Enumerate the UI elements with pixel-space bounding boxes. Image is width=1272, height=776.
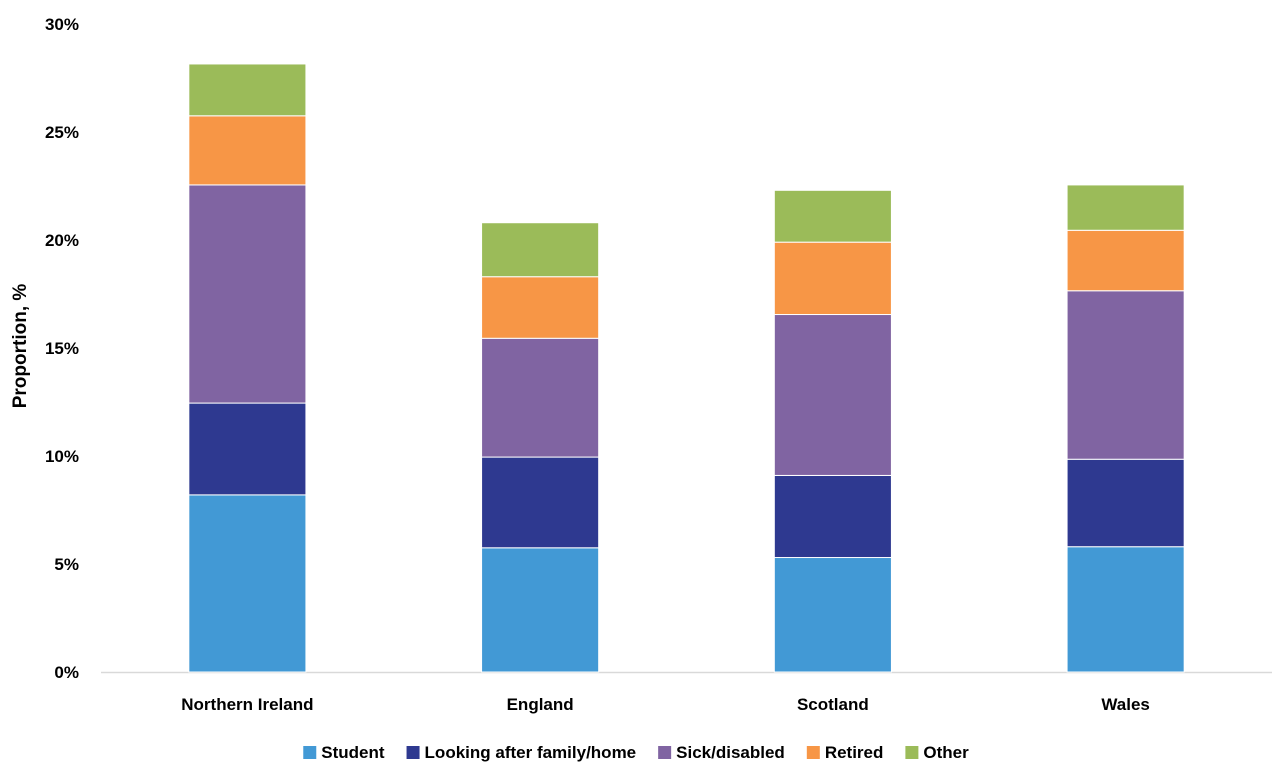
y-tick-label: 15%	[45, 339, 79, 358]
bar-segment	[481, 276, 600, 339]
legend-swatch	[658, 746, 672, 759]
legend-item: Retired	[806, 743, 884, 762]
bar-segment	[188, 63, 307, 117]
legend-label: Retired	[825, 743, 884, 762]
bar-segment	[481, 337, 600, 458]
bar-segment	[188, 184, 307, 404]
legend-swatch	[406, 746, 420, 759]
y-axis-title: Proportion, %	[10, 284, 31, 409]
y-tick-label: 10%	[45, 447, 79, 466]
bar-segment	[481, 456, 600, 549]
x-axis: Northern Ireland England Scotland Wales	[181, 695, 1150, 714]
bar-segment	[1066, 290, 1185, 460]
bar-segment	[773, 314, 892, 476]
bar-segment	[773, 474, 892, 559]
y-tick-label: 30%	[45, 15, 79, 34]
bar-area	[188, 63, 1185, 673]
y-tick-label: 0%	[54, 663, 79, 682]
legend-item: Other	[905, 743, 969, 762]
legend-swatch	[303, 746, 317, 759]
x-tick-label: Scotland	[797, 695, 869, 714]
legend-swatch	[806, 746, 820, 759]
legend-item: Student	[303, 743, 385, 762]
legend-label: Sick/disabled	[676, 743, 785, 762]
legend-item: Looking after family/home	[406, 743, 637, 762]
y-tick-label: 5%	[54, 555, 79, 574]
x-tick-label: England	[507, 695, 574, 714]
bar-segment	[188, 115, 307, 186]
bar-stack	[481, 222, 600, 673]
bar-segment	[773, 241, 892, 316]
x-tick-label: Northern Ireland	[181, 695, 313, 714]
bar-segment	[1066, 184, 1185, 231]
bar-segment	[1066, 546, 1185, 673]
legend: Student Looking after family/home Sick/dis…	[303, 743, 969, 762]
bar-segment	[481, 547, 600, 673]
legend-swatch	[905, 746, 919, 759]
bar-segment	[1066, 229, 1185, 292]
bar-segment	[481, 222, 600, 278]
bar-segment	[188, 402, 307, 496]
y-tick-label: 25%	[45, 123, 79, 142]
bar-stack	[773, 189, 892, 673]
legend-label: Looking after family/home	[425, 743, 637, 762]
legend-label: Other	[923, 743, 969, 762]
legend-item: Sick/disabled	[658, 743, 785, 762]
bar-segment	[1066, 458, 1185, 548]
bar-stack	[1066, 184, 1185, 673]
bar-segment	[773, 189, 892, 243]
y-tick-label: 20%	[45, 231, 79, 250]
legend-label: Student	[321, 743, 385, 762]
x-tick-label: Wales	[1101, 695, 1150, 714]
bar-stack	[188, 63, 307, 673]
bar-segment	[773, 557, 892, 673]
bar-segment	[188, 494, 307, 673]
